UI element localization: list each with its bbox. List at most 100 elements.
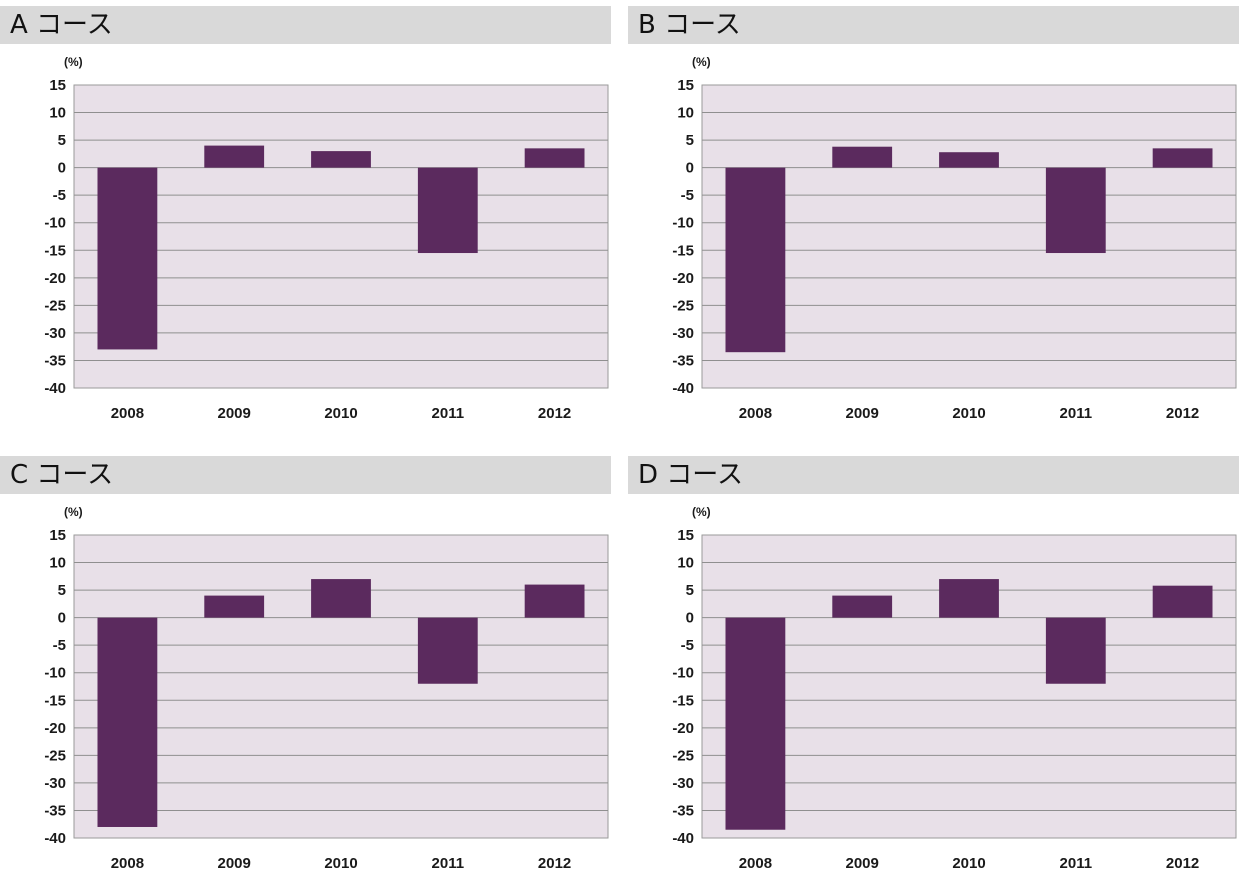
x-tick-label: 2012 — [1166, 855, 1199, 872]
y-tick-label: 5 — [686, 582, 694, 599]
x-tick-label: 2009 — [846, 405, 879, 422]
bar-2012 — [1152, 585, 1213, 618]
x-tick-label: 2011 — [432, 855, 465, 872]
y-unit-label: (%) — [64, 55, 83, 69]
bar-chart: 15 10 5 0 -5 -10 -15 -20 -25 -30 -35 -40 (%) 2008 2009… — [44, 505, 609, 872]
y-tick-label: 15 — [677, 77, 694, 94]
plot-area — [701, 534, 1237, 839]
y-tick-label: -35 — [672, 802, 694, 819]
y-tick-label: -25 — [672, 747, 694, 764]
x-tick-label: 2011 — [1060, 855, 1093, 872]
y-tick-label: -30 — [44, 325, 66, 342]
x-tick-label: 2010 — [324, 405, 357, 422]
chart-panel-c: C コース 15 10 5 0 -5 -10 -15 -20 -25 -30 -35 -40 (%) 20… — [0, 456, 611, 876]
y-tick-label: 5 — [58, 582, 66, 599]
y-tick-label: -25 — [44, 747, 66, 764]
bar-2009 — [832, 595, 893, 618]
y-unit-label: (%) — [64, 505, 83, 519]
bar-chart: 15 10 5 0 -5 -10 -15 -20 -25 -30 -35 -40 (%) 2008 2009… — [672, 55, 1237, 422]
bar-2012 — [1152, 148, 1213, 168]
y-tick-label: 10 — [677, 555, 694, 572]
y-tick-label: 15 — [677, 527, 694, 544]
bar-2012 — [524, 148, 585, 168]
bar-chart: 15 10 5 0 -5 -10 -15 -20 -25 -30 -35 -40 (%) 2008 2009… — [672, 505, 1237, 872]
y-tick-label: -15 — [44, 242, 66, 259]
bar-2008 — [97, 167, 158, 350]
x-tick-label: 2012 — [538, 405, 571, 422]
y-tick-label: -30 — [672, 325, 694, 342]
plot-area — [73, 84, 609, 389]
y-tick-label: -15 — [44, 692, 66, 709]
chart-title: D コース — [638, 460, 743, 490]
x-tick-label: 2008 — [739, 855, 772, 872]
y-tick-label: 0 — [686, 610, 694, 627]
chart-panel-header: B コース — [628, 6, 1239, 44]
y-tick-label: -5 — [681, 187, 694, 204]
y-tick-label: -40 — [672, 830, 694, 847]
x-tick-label: 2010 — [324, 855, 357, 872]
y-tick-label: -20 — [44, 270, 66, 287]
bar-2011 — [1045, 617, 1106, 684]
chart-panel-d: D コース 15 10 5 0 -5 -10 -15 -20 -25 -30 -35 -40 (%) 20… — [628, 456, 1239, 876]
y-tick-label: -35 — [44, 802, 66, 819]
y-tick-label: -25 — [44, 297, 66, 314]
chart-panel-b: B コース 15 10 5 0 -5 -10 -15 -20 -25 -30 -35 -40 (%) 20… — [628, 6, 1239, 426]
y-tick-label: -10 — [44, 665, 66, 682]
x-tick-label: 2011 — [432, 405, 465, 422]
bar-2010 — [311, 151, 371, 168]
y-tick-label: -10 — [672, 665, 694, 682]
bar-2011 — [417, 617, 478, 684]
y-tick-label: 0 — [58, 160, 66, 177]
y-tick-label: -20 — [672, 720, 694, 737]
y-unit-label: (%) — [692, 55, 711, 69]
bar-2012 — [524, 584, 585, 618]
y-tick-label: -5 — [53, 187, 66, 204]
bar-2010 — [311, 579, 371, 618]
x-tick-label: 2010 — [952, 855, 985, 872]
chart-panel-header: A コース — [0, 6, 611, 44]
y-tick-label: 0 — [686, 160, 694, 177]
y-tick-label: -30 — [672, 775, 694, 792]
y-tick-label: 0 — [58, 610, 66, 627]
y-tick-label: -5 — [53, 637, 66, 654]
x-tick-label: 2012 — [538, 855, 571, 872]
y-tick-label: -5 — [681, 637, 694, 654]
y-tick-label: -10 — [44, 215, 66, 232]
chart-panel-header: C コース — [0, 456, 611, 494]
x-tick-label: 2009 — [846, 855, 879, 872]
y-tick-label: -10 — [672, 215, 694, 232]
x-tick-label: 2009 — [218, 405, 251, 422]
y-tick-label: -15 — [672, 692, 694, 709]
y-tick-label: 5 — [58, 132, 66, 149]
bar-2009 — [204, 145, 265, 168]
bar-2008 — [725, 167, 786, 353]
y-tick-label: -30 — [44, 775, 66, 792]
y-tick-label: 10 — [49, 555, 66, 572]
x-tick-label: 2008 — [739, 405, 772, 422]
chart-panel-a: A コース 15 10 5 0 -5 -10 -15 -20 -25 -30 -35 -40 (%) 20… — [0, 6, 611, 426]
y-tick-label: -35 — [44, 352, 66, 369]
y-tick-label: -40 — [44, 380, 66, 397]
x-tick-label: 2012 — [1166, 405, 1199, 422]
x-tick-label: 2008 — [111, 405, 144, 422]
chart-title: A コース — [10, 10, 113, 40]
bar-2011 — [1045, 167, 1106, 254]
x-tick-label: 2010 — [952, 405, 985, 422]
y-tick-label: 10 — [49, 105, 66, 122]
y-tick-label: 10 — [677, 105, 694, 122]
y-tick-label: -40 — [44, 830, 66, 847]
chart-title: C コース — [10, 460, 114, 490]
y-tick-label: 5 — [686, 132, 694, 149]
bar-2009 — [832, 146, 893, 168]
bar-chart: 15 10 5 0 -5 -10 -15 -20 -25 -30 -35 -40 (%) 2008 2009… — [44, 55, 609, 422]
y-tick-label: -25 — [672, 297, 694, 314]
chart-title: B コース — [638, 10, 741, 40]
y-unit-label: (%) — [692, 505, 711, 519]
bar-2010 — [939, 152, 999, 168]
x-tick-label: 2009 — [218, 855, 251, 872]
chart-panel-header: D コース — [628, 456, 1239, 494]
y-tick-label: 15 — [49, 527, 66, 544]
y-tick-label: -35 — [672, 352, 694, 369]
bar-2011 — [417, 167, 478, 254]
y-tick-label: -40 — [672, 380, 694, 397]
